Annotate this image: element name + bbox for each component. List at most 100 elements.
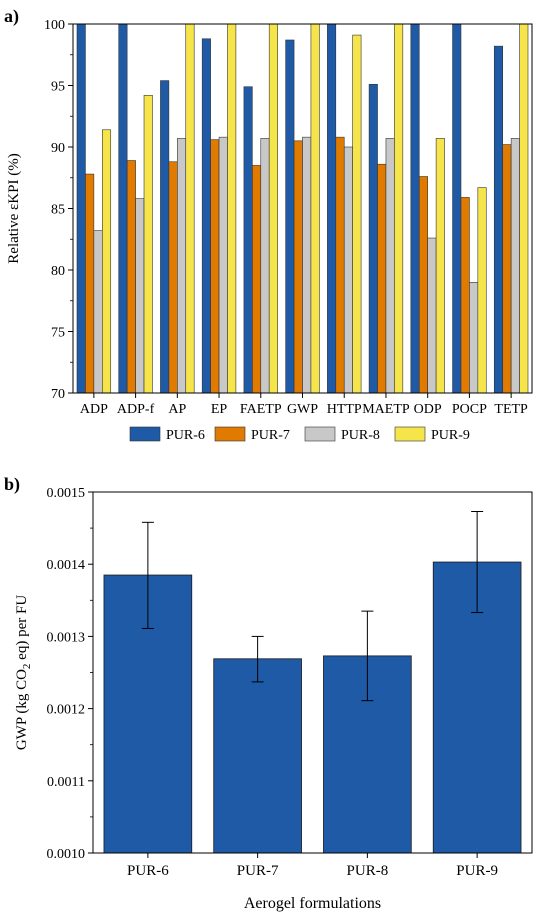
panel-a-bars	[76, 23, 529, 394]
panel-b-y-axis-label: GWP (kg CO2 eq) per FU	[14, 595, 33, 751]
bar-pur-7-adp	[85, 173, 95, 394]
x-tick-label: HTTP	[327, 402, 362, 417]
bar-pur-6-faetp	[243, 86, 253, 394]
bar-pur-8-pocp	[469, 281, 479, 394]
legend-swatch-pur-7	[214, 426, 246, 442]
bar-pur-6-odp	[410, 23, 420, 394]
x-tick-label: AP	[168, 402, 186, 417]
bar-pur-8-adp-f	[135, 198, 145, 394]
bar-pur-8-gwp	[302, 136, 312, 394]
bar-pur-9-http	[352, 34, 362, 394]
y-tick-label: 0.0014	[47, 558, 86, 573]
panel-a-y-ticks: 70 75 80 85 90 95 100	[44, 18, 73, 402]
x-tick-label: EP	[211, 402, 228, 417]
panel-a-chart: a) 70 75 80 85 90 95 100 ADP ADP-f AP EP FAETP GWP H…	[4, 6, 533, 443]
bar-pur-6-adp-f	[118, 23, 128, 394]
y-tick-label: 85	[51, 203, 65, 218]
bar-pur-7-odp	[418, 176, 428, 394]
bar-pur-7-http	[335, 136, 345, 394]
bar-pur-7-ep	[210, 139, 220, 394]
panel-a-legend: PUR-6 PUR-7 PUR-8 PUR-9	[129, 426, 470, 443]
panel-b-y-ticks: 0.0010 0.0011 0.0012 0.0013 0.0014 0.0015	[47, 486, 93, 862]
bar-pur-9-adp	[102, 129, 112, 394]
bar-pur-8-ep	[218, 136, 228, 394]
bar-pur-7-tetp	[502, 144, 512, 394]
panel-b-x-ticks: PUR-6 PUR-7 PUR-8 PUR-9	[127, 853, 498, 879]
panel-b-label: b)	[4, 474, 20, 495]
x-tick-label: ADP	[80, 402, 108, 417]
bar-pur-6-maetp	[368, 83, 378, 394]
x-tick-label: PUR-9	[456, 863, 498, 879]
bar-pur-8-tetp	[510, 138, 520, 394]
bar-pur-6-ep	[201, 38, 211, 394]
y-tick-label: 80	[51, 264, 65, 279]
y-tick-label: 70	[51, 387, 65, 402]
y-tick-label: 0.0013	[47, 630, 86, 645]
panel-b-y-axis-label-subscript: 2	[21, 664, 33, 670]
bar-pur-8-odp	[427, 237, 437, 394]
y-tick-label: 90	[51, 141, 65, 156]
bar-pur-9-odp	[435, 138, 445, 394]
bar-pur-9-adp-f	[143, 95, 153, 394]
bar-pur-7-pocp	[460, 197, 470, 394]
y-tick-label: 100	[44, 18, 65, 33]
panel-b-y-axis-label-part2: eq) per FU	[14, 595, 30, 664]
bar-pur-9-ap	[185, 23, 195, 394]
y-tick-label: 0.0011	[47, 775, 85, 790]
x-tick-label: PUR-8	[347, 863, 389, 879]
bar-pur-9-ep	[227, 23, 237, 394]
panel-b-error-bars	[141, 510, 484, 702]
bar-pur-7-gwp	[293, 140, 303, 394]
panel-a-x-ticks: ADP ADP-f AP EP FAETP GWP HTTP MAETP ODP POCP TETP	[80, 393, 528, 417]
panel-a-label: a)	[4, 6, 19, 27]
bar-pur-8-faetp	[260, 138, 270, 394]
legend-label-pur-7: PUR-7	[251, 428, 290, 443]
x-tick-label: MAETP	[362, 402, 410, 417]
bar-pur-9-pocp	[477, 187, 487, 394]
bar-pur-7-ap	[168, 161, 178, 394]
panel-b-x-axis-label: Aerogel formulations	[244, 895, 381, 912]
bar-pur-7-adp-f	[126, 160, 136, 394]
bar-pur-6-ap	[160, 80, 170, 394]
legend-swatch-pur-6	[129, 426, 161, 442]
bar-pur-8-ap	[177, 138, 187, 394]
legend-label-pur-9: PUR-9	[431, 428, 470, 443]
bar-pur-8-adp	[93, 230, 103, 394]
bar-pur-6-tetp	[493, 45, 503, 394]
bar-pur-7	[213, 658, 302, 854]
y-tick-label: 0.0015	[47, 486, 86, 501]
bar-pur-9-faetp	[268, 23, 278, 394]
x-tick-label: PUR-6	[127, 863, 169, 879]
x-tick-label: TETP	[494, 402, 528, 417]
bar-pur-9-tetp	[519, 23, 529, 394]
bar-pur-6-gwp	[285, 39, 295, 394]
bar-pur-7-maetp	[377, 163, 387, 394]
bar-pur-8-http	[343, 146, 353, 394]
bar-pur-6-adp	[76, 23, 86, 394]
x-tick-label: PUR-7	[237, 863, 279, 879]
y-tick-label: 75	[51, 326, 65, 341]
bar-pur-9-maetp	[394, 23, 404, 394]
legend-label-pur-8: PUR-8	[341, 428, 380, 443]
bar-pur-7-faetp	[252, 165, 262, 394]
x-tick-label: ADP-f	[117, 402, 155, 417]
bar-pur-8-maetp	[385, 138, 395, 394]
panel-b-y-axis-label-part1: GWP (kg CO	[14, 669, 30, 750]
panel-b-bars	[103, 561, 522, 854]
bar-pur-6-http	[327, 23, 337, 394]
x-tick-label: POCP	[452, 402, 487, 417]
bar-pur-9-gwp	[310, 23, 320, 394]
legend-swatch-pur-8	[304, 426, 336, 442]
y-tick-label: 0.0010	[47, 847, 86, 862]
panel-a-y-axis-label: Relative εKPI (%)	[6, 153, 22, 263]
x-tick-label: GWP	[287, 402, 318, 417]
y-tick-label: 0.0012	[47, 703, 86, 718]
x-tick-label: FAETP	[240, 402, 282, 417]
legend-label-pur-6: PUR-6	[166, 428, 205, 443]
legend-swatch-pur-9	[394, 426, 426, 442]
panel-b-chart: b) 0.00100.00110.00120.00130.00140.0015 …	[4, 474, 533, 912]
x-tick-label: ODP	[414, 402, 442, 417]
bar-pur-6-pocp	[452, 23, 462, 394]
y-tick-label: 95	[51, 80, 65, 95]
